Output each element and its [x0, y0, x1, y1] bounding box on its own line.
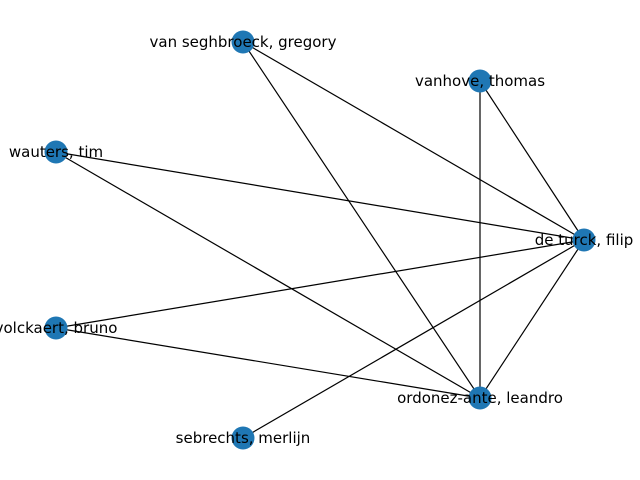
- edge-van_seghbroeck-ordonez_ante: [242, 41, 481, 399]
- edge-volckaert-de_turck: [55, 239, 585, 329]
- edge-wauters-ordonez_ante: [55, 151, 481, 399]
- node-wauters: [44, 140, 68, 164]
- node-label-sebrechts: sebrechts, merlijn: [176, 429, 311, 447]
- node-vanhove: [468, 69, 492, 93]
- node-van_seghbroeck: [231, 30, 255, 54]
- node-sebrechts: [231, 426, 255, 450]
- node-label-vanhove: vanhove, thomas: [415, 72, 545, 90]
- node-label-volckaert: volckaert, bruno: [0, 319, 117, 337]
- edge-de_turck-ordonez_ante: [479, 239, 585, 399]
- node-label-wauters: wauters, tim: [9, 143, 103, 161]
- node-layer: [44, 30, 596, 450]
- node-de_turck: [572, 228, 596, 252]
- edge-layer: [55, 41, 585, 439]
- node-label-van_seghbroeck: van seghbroeck, gregory: [150, 33, 337, 51]
- edge-vanhove-de_turck: [479, 80, 585, 241]
- node-volckaert: [44, 316, 68, 340]
- edge-wauters-de_turck: [55, 151, 585, 241]
- edge-de_turck-sebrechts: [242, 239, 585, 439]
- node-label-de_turck: de turck, filip: [535, 231, 634, 249]
- node-label-ordonez_ante: ordonez-ante, leandro: [397, 389, 563, 407]
- node-ordonez_ante: [468, 386, 492, 410]
- label-layer: van seghbroeck, gregory vanhove, thomas wa…: [0, 33, 633, 447]
- edge-van_seghbroeck-de_turck: [242, 41, 585, 241]
- edge-volckaert-ordonez_ante: [55, 327, 481, 399]
